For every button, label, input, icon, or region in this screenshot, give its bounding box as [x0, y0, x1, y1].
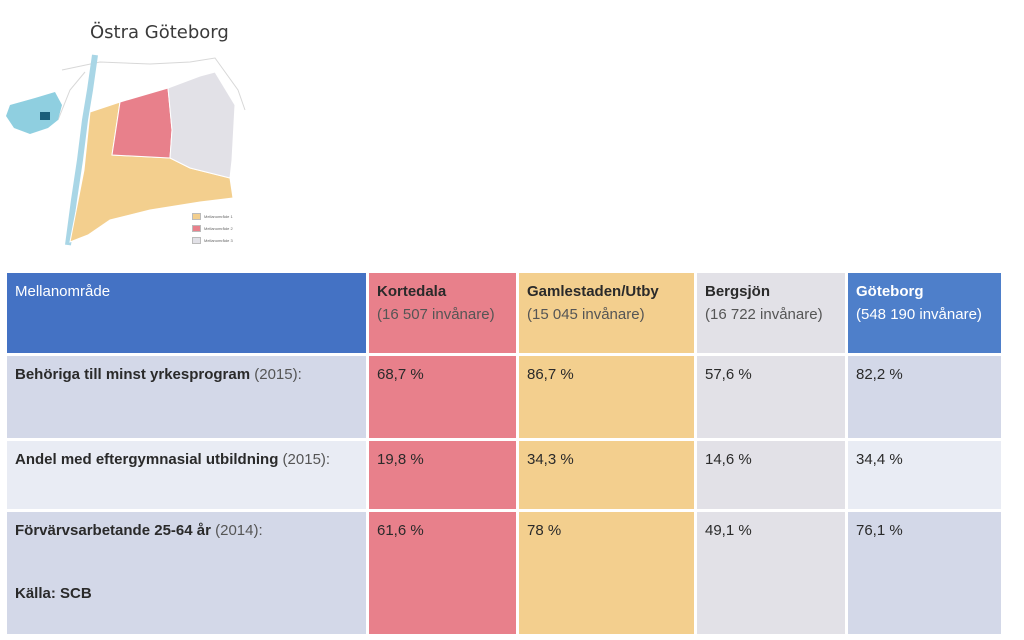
map-title: Östra Göteborg [90, 22, 229, 43]
source-note: Källa: SCB [15, 585, 92, 602]
value-cell: 82,2 % [848, 356, 1001, 438]
table-header-row: Mellanområde Kortedala (16 507 invånare)… [7, 273, 1001, 353]
header-kortedala: Kortedala (16 507 invånare) [369, 273, 516, 353]
value-cell: 76,1 % [848, 512, 1001, 634]
map-outline [57, 57, 246, 121]
value-cell: 61,6 % [369, 512, 516, 634]
map-legend: Mellanområde 1 Mellanområde 2 Mellanområ… [192, 210, 233, 246]
row-label-text: Förvärvsarbetande 25-64 år [15, 522, 211, 539]
legend-item: Mellanområde 1 [192, 210, 233, 222]
row-label-text: Andel med eftergymnasial utbildning [15, 451, 279, 468]
legend-item: Mellanområde 3 [192, 234, 233, 246]
legend-item: Mellanområde 2 [192, 222, 233, 234]
statistics-table: Mellanområde Kortedala (16 507 invånare)… [4, 270, 1004, 637]
table-row: Andel med eftergymnasial utbildning (201… [7, 441, 1001, 509]
value-cell: 14,6 % [697, 441, 845, 509]
header-label: Mellanområde [7, 273, 366, 353]
value-cell: 49,1 % [697, 512, 845, 634]
legend-swatch [192, 236, 201, 244]
area-2 [111, 87, 173, 159]
row-label-text: Behöriga till minst yrkesprogram [15, 366, 251, 383]
legend-label: Mellanområde 1 [204, 213, 233, 219]
header-gamlestaden: Gamlestaden/Utby (15 045 invånare) [519, 273, 694, 353]
column-population: (548 190 invånare) [856, 306, 982, 323]
value-cell: 34,3 % [519, 441, 694, 509]
value-cell: 68,7 % [369, 356, 516, 438]
column-name: Bergsjön [705, 283, 771, 300]
table-row: Förvärvsarbetande 25-64 år (2014): Källa… [7, 512, 1001, 634]
column-population: (15 045 invånare) [527, 306, 645, 323]
district-map [6, 54, 246, 246]
legend-swatch [192, 212, 201, 220]
west-city-area [6, 92, 62, 134]
area-3 [167, 71, 236, 179]
legend-swatch [192, 224, 201, 232]
legend-label: Mellanområde 2 [204, 225, 233, 231]
value-cell: 86,7 % [519, 356, 694, 438]
row-label: Förvärvsarbetande 25-64 år (2014): Källa… [7, 512, 366, 634]
row-year: (2015): [282, 451, 331, 468]
row-year: (2015): [254, 366, 302, 383]
column-population: (16 507 invånare) [377, 306, 495, 323]
column-name: Kortedala [377, 283, 447, 300]
river [65, 54, 98, 246]
value-cell: 57,6 % [697, 356, 845, 438]
header-bergsjon: Bergsjön (16 722 invånare) [697, 273, 845, 353]
header-goteborg: Göteborg (548 190 invånare) [848, 273, 1001, 353]
row-year: (2014): [215, 522, 263, 539]
column-name: Göteborg [856, 283, 924, 300]
value-cell: 34,4 % [848, 441, 1001, 509]
legend-label: Mellanområde 3 [204, 237, 233, 243]
table-row: Behöriga till minst yrkesprogram (2015):… [7, 356, 1001, 438]
west-city-highlight [40, 112, 50, 120]
value-cell: 78 % [519, 512, 694, 634]
row-label: Andel med eftergymnasial utbildning (201… [7, 441, 366, 509]
column-name: Gamlestaden/Utby [527, 283, 659, 300]
column-population: (16 722 invånare) [705, 306, 823, 323]
row-label: Behöriga till minst yrkesprogram (2015): [7, 356, 366, 438]
value-cell: 19,8 % [369, 441, 516, 509]
